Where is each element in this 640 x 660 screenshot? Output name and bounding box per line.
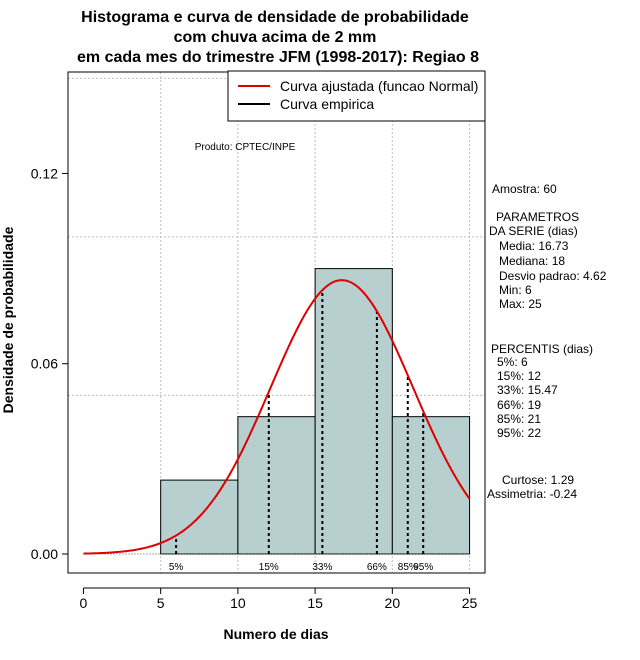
percentile-label-4: 85%: [398, 562, 418, 573]
x-tick-label-3: 15: [307, 595, 323, 611]
stat-p85: 85%: 21: [497, 412, 541, 426]
stat-p66: 66%: 19: [497, 398, 541, 412]
chart-title-line-1: Histograma e curva de densidade de proba…: [81, 9, 469, 26]
x-axis-label: Numero de dias: [223, 626, 328, 642]
histogram-bar-3: [391, 416, 471, 555]
credit-text: Produto: CPTEC/INPE: [195, 142, 296, 153]
x-tick-label-4: 20: [385, 595, 401, 611]
legend-box: [227, 70, 486, 122]
x-tick-label-0: 0: [80, 595, 88, 611]
legend: Curva ajustada (funcao Normal) Curva emp…: [227, 70, 486, 122]
percentile-label-0: 5%: [169, 562, 184, 573]
histogram-bar-2: [314, 268, 393, 555]
normal-fit-curve: [83, 279, 471, 555]
stat-p33: 33%: 15.47: [497, 383, 558, 397]
stat-p15: 15%: 12: [497, 369, 541, 383]
stats-panel: Amostra: 60 PARAMETROS DA SERIE (dias) M…: [487, 182, 607, 501]
stat-skewness: Assimetria: -0.24: [487, 487, 577, 501]
percentile-label-3: 66%: [367, 562, 387, 573]
percentile-label-1: 15%: [259, 562, 279, 573]
stat-sample-size: Amostra: 60: [492, 182, 557, 196]
stat-max: Max: 25: [499, 297, 542, 311]
y-tick-label-2: 0.12: [31, 165, 58, 181]
axis-layer: 0 5 10 15 20 25 0.00 0.06 0.12: [31, 165, 478, 611]
legend-label-empirical: Curva empirica: [280, 96, 374, 112]
curve-layer: [83, 279, 471, 555]
legend-label-fitted: Curva ajustada (funcao Normal): [280, 78, 478, 94]
percentile-layer: 5% 15% 33% 66% 85%95%: [169, 290, 433, 573]
stat-params-heading-1: PARAMETROS: [496, 210, 579, 224]
y-tick-label-0: 0.00: [31, 546, 58, 562]
x-tick-label-1: 5: [157, 595, 165, 611]
y-axis-label: Densidade de probabilidade: [0, 226, 16, 413]
stat-params-heading-2: DA SERIE (dias): [489, 224, 578, 238]
histogram-bar-1: [237, 416, 316, 555]
stat-p95: 95%: 22: [497, 426, 541, 440]
y-tick-label-1: 0.06: [31, 356, 58, 372]
stat-p5: 5%: 6: [497, 355, 528, 369]
stat-mean: Media: 16.73: [499, 239, 569, 253]
x-tick-label-2: 10: [230, 595, 246, 611]
percentile-label-5: 95%: [413, 562, 433, 573]
x-tick-label-5: 25: [462, 595, 478, 611]
stat-kurtosis: Curtose: 1.29: [502, 473, 574, 487]
stat-median: Mediana: 18: [499, 254, 565, 268]
stat-percentiles-heading: PERCENTIS (dias): [491, 342, 593, 356]
stat-sd: Desvio padrao: 4.62: [499, 269, 607, 283]
bars-layer: [83, 268, 471, 555]
chart-title-line-3: em cada mes do trimestre JFM (1998-2017)…: [77, 49, 479, 66]
chart-title-line-2: com chuva acima de 2 mm: [174, 29, 377, 46]
stat-min: Min: 6: [499, 283, 532, 297]
percentile-label-2: 33%: [312, 562, 332, 573]
